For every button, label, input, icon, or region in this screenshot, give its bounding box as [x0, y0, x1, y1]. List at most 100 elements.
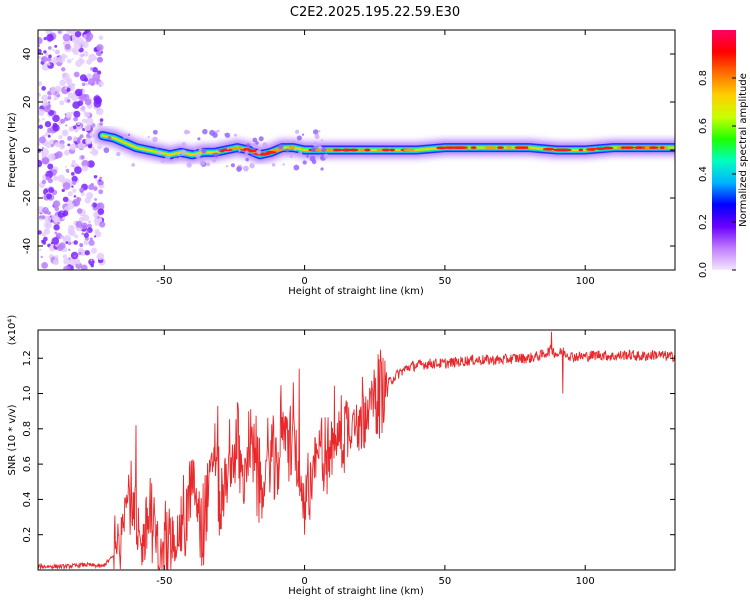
noise-dot: [73, 110, 81, 118]
scatter-dot: [181, 142, 186, 147]
noise-dot: [91, 247, 98, 254]
hotspot: [389, 148, 396, 152]
colorbar-tick-label: 0.0: [698, 262, 709, 278]
noise-dot: [77, 136, 82, 141]
noise-dot: [62, 33, 71, 42]
noise-dot: [93, 175, 98, 179]
noise-dot: [76, 259, 80, 263]
noise-dot: [97, 208, 105, 215]
noise-dot: [38, 92, 42, 97]
hotspot: [403, 148, 416, 152]
noise-dot: [47, 134, 51, 138]
scatter-dot: [255, 141, 259, 145]
snr-ylabel: SNR (10 * v/v): [7, 404, 18, 475]
noise-dot: [81, 82, 86, 87]
noise-dot: [38, 81, 43, 87]
noise-dot: [89, 151, 93, 154]
ytick-label: 0.8: [22, 421, 33, 437]
noise-dot: [44, 215, 52, 223]
scatter-dot: [206, 162, 211, 167]
noise-dot: [87, 223, 92, 229]
noise-dot: [93, 235, 97, 238]
xtick-label: 0: [301, 576, 307, 587]
noise-dot: [39, 218, 43, 221]
noise-dot: [46, 193, 53, 200]
xtick-label: -50: [156, 276, 172, 287]
noise-dot: [81, 165, 89, 172]
scatter-dot: [321, 139, 324, 142]
colorbar-label: Normalized spectral amplitude: [738, 73, 749, 227]
noise-dot: [54, 206, 60, 212]
noise-dot: [66, 87, 71, 92]
scatter-dot: [238, 150, 241, 153]
noise-dot: [38, 44, 41, 47]
spectrogram-content: [38, 30, 675, 270]
noise-dot: [61, 210, 64, 213]
scatter-dot: [289, 155, 293, 159]
scatter-dot: [262, 142, 268, 148]
hotspot: [659, 146, 665, 150]
noise-dot: [67, 191, 73, 197]
noise-dot: [81, 41, 89, 49]
noise-dot: [76, 37, 84, 45]
noise-dot: [47, 62, 51, 66]
noise-dot: [64, 43, 71, 50]
noise-dot: [66, 58, 72, 64]
scatter-dot: [202, 128, 208, 135]
noise-dot: [44, 120, 52, 128]
scatter-dot: [282, 163, 285, 166]
noise-dot: [88, 258, 95, 266]
noise-dot: [70, 163, 74, 167]
noise-dot: [88, 184, 94, 191]
ytick-label: -40: [22, 238, 33, 254]
noise-dot: [54, 91, 58, 94]
noise-dot: [85, 82, 89, 86]
noise-dot: [41, 94, 49, 102]
noise-dot: [54, 231, 58, 235]
noise-dot: [43, 50, 47, 54]
scatter-dot: [320, 167, 324, 171]
scatter-dot: [306, 154, 310, 158]
noise-dot: [70, 172, 75, 176]
noise-dot: [84, 250, 90, 256]
scatter-dot: [178, 156, 182, 160]
spectrogram-ticks: -50 0 50 100 -40 -20 0 20 40: [22, 30, 675, 287]
noise-dot: [38, 37, 43, 45]
scatter-dot: [278, 144, 284, 150]
noise-dot: [96, 56, 103, 63]
noise-dot: [41, 232, 46, 237]
noise-dot: [89, 237, 93, 241]
noise-dot: [38, 136, 46, 144]
noise-dot: [67, 228, 74, 236]
scatter-dot: [233, 133, 238, 137]
noise-dot: [87, 160, 95, 168]
noise-dot: [44, 158, 48, 162]
scatter-dot: [212, 132, 218, 138]
noise-dot: [52, 114, 60, 123]
noise-dot: [57, 210, 66, 219]
noise-dot: [38, 141, 41, 147]
noise-dot: [77, 247, 84, 254]
noise-dot: [81, 232, 85, 235]
scatter-dot: [180, 149, 187, 156]
scatter-dot: [298, 151, 303, 156]
scatter-dot: [311, 147, 317, 153]
scatter-dot: [213, 158, 217, 162]
noise-dot: [52, 259, 59, 266]
scatter-dot: [157, 150, 162, 155]
scatter-dot: [311, 159, 317, 165]
noise-dot: [63, 265, 71, 270]
noise-dot: [91, 149, 99, 156]
noise-dot: [83, 232, 90, 238]
noise-dot: [76, 197, 82, 202]
noise-dot: [53, 97, 57, 101]
noise-dot: [74, 234, 79, 239]
hotspot: [234, 146, 245, 150]
scatter-dot: [314, 134, 320, 140]
noise-dot: [43, 236, 48, 242]
scatter-dot: [187, 130, 191, 134]
noise-dot: [48, 54, 52, 59]
scatter-dot: [147, 135, 150, 139]
noise-dot: [94, 96, 103, 105]
scatter-dot: [193, 147, 197, 151]
